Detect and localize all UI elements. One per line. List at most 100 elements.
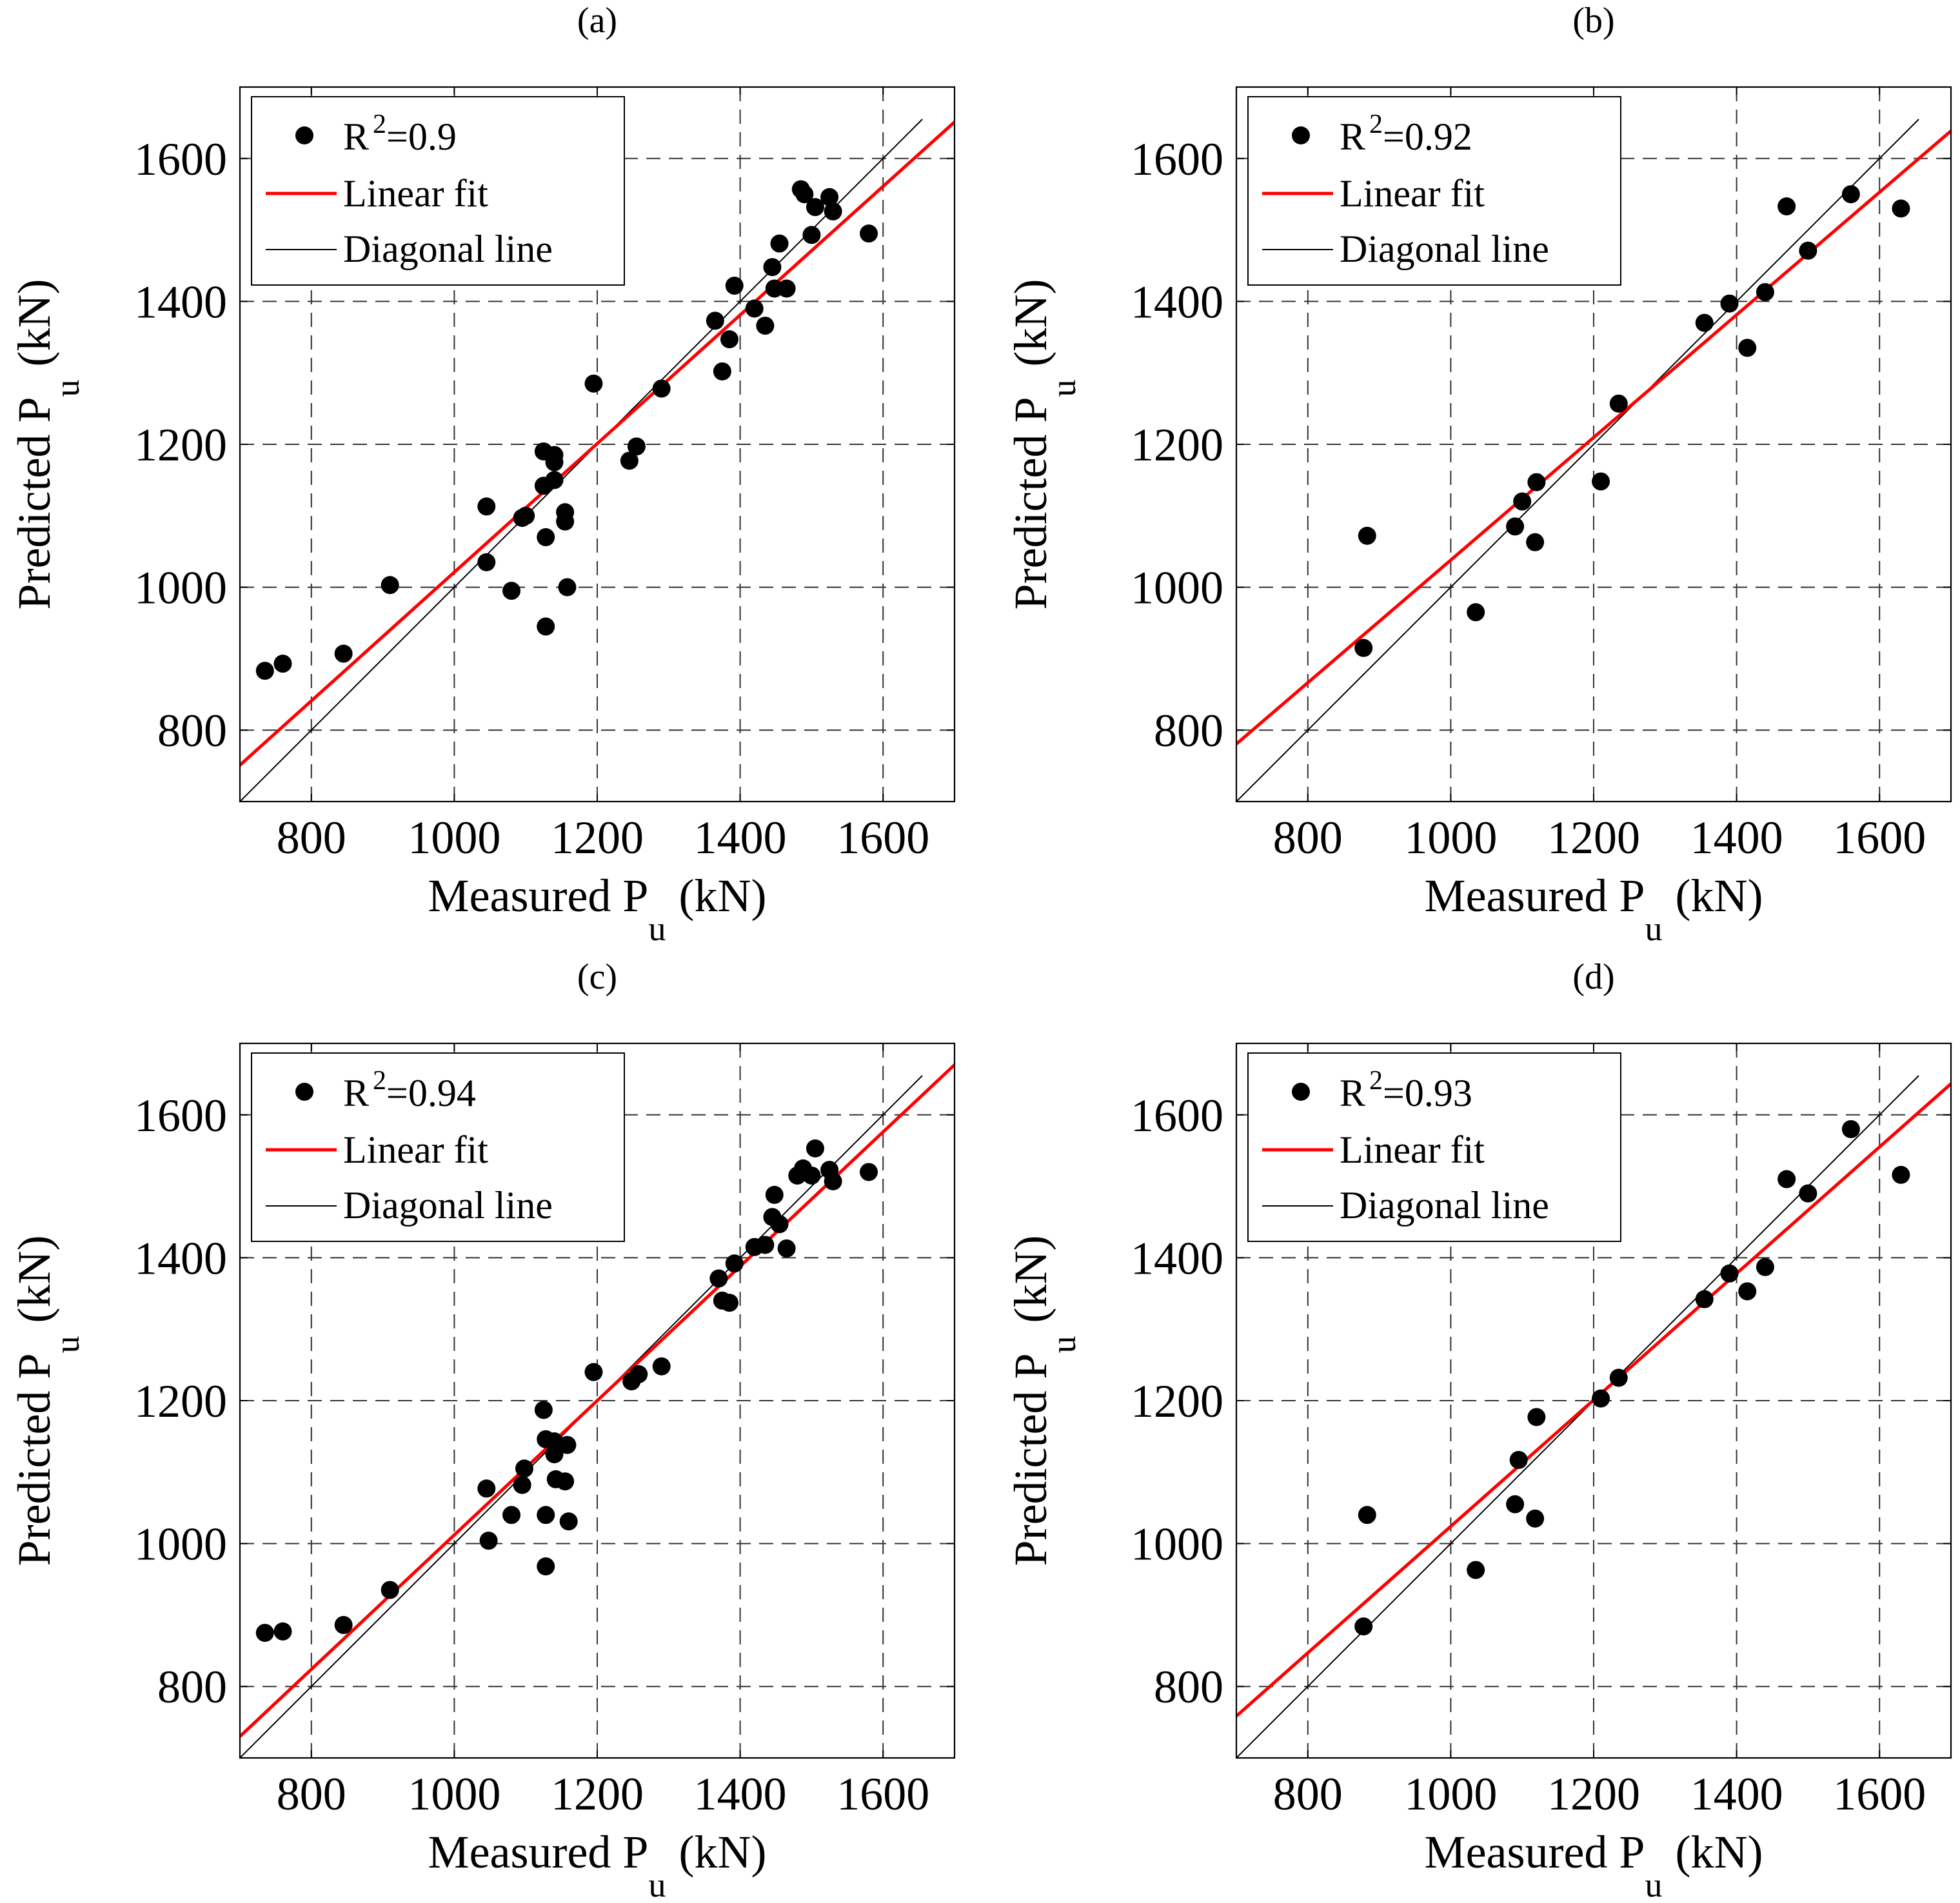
data-point-13 bbox=[537, 617, 555, 636]
y-axis-label-unit: (kN) bbox=[8, 1236, 60, 1323]
legend-fit-label: Linear fit bbox=[1340, 172, 1485, 215]
data-point-7 bbox=[502, 1506, 521, 1524]
panel-a-legend: R 2=0.9 Linear fit Diagonal line bbox=[251, 96, 625, 286]
legend-r2-letter: R bbox=[1340, 115, 1365, 158]
y-tick-label-800: 800 bbox=[157, 705, 227, 756]
x-tick-label-800: 800 bbox=[1273, 812, 1343, 863]
x-axis-label-main: Measured P bbox=[1425, 870, 1645, 922]
data-point-23 bbox=[652, 1357, 671, 1375]
linear-fit-line bbox=[240, 121, 955, 767]
data-point-26 bbox=[720, 1294, 738, 1312]
x-tick-label-1600: 1600 bbox=[836, 812, 929, 863]
x-tick-label-1000: 1000 bbox=[408, 812, 500, 863]
data-point-17 bbox=[1892, 1165, 1910, 1184]
y-tick-label-1000: 1000 bbox=[1131, 1519, 1223, 1570]
data-point-8 bbox=[513, 1475, 531, 1494]
data-point-1 bbox=[1354, 1617, 1373, 1636]
data-point-12 bbox=[537, 1506, 555, 1524]
data-point-27 bbox=[725, 1254, 744, 1273]
y-tick-label-1200: 1200 bbox=[1131, 1375, 1223, 1427]
legend-box bbox=[1247, 96, 1621, 286]
panel-c-title: (c) bbox=[577, 957, 617, 997]
data-point-17 bbox=[556, 1472, 575, 1491]
data-point-6 bbox=[1526, 533, 1545, 551]
legend-box bbox=[1247, 1052, 1621, 1242]
linear-fit-line bbox=[1236, 130, 1951, 745]
data-point-4 bbox=[381, 1581, 399, 1599]
legend-r2-label: R 2=0.94 bbox=[343, 1066, 476, 1114]
y-tick-label-1400: 1400 bbox=[134, 276, 227, 328]
panel-a: (a) 800 1000 1200 1400 1600 800 1000 1200 1400 160… bbox=[8, 1, 956, 948]
data-point-12 bbox=[537, 528, 555, 547]
legend-r2-letter: R bbox=[1340, 1072, 1365, 1114]
legend-marker-points bbox=[1292, 1083, 1310, 1101]
legend-r2-label: R 2=0.9 bbox=[343, 110, 457, 158]
legend-r2-sup: 2 bbox=[1369, 1066, 1383, 1096]
legend-r2-label: R 2=0.93 bbox=[1340, 1066, 1472, 1114]
y-tick-label-800: 800 bbox=[1154, 705, 1223, 756]
data-point-15 bbox=[1799, 241, 1817, 260]
x-tick-label-1600: 1600 bbox=[1833, 812, 1926, 863]
panel-c: (c) 800 1000 1200 1400 1600 800 1000 1200 1400 160… bbox=[8, 957, 956, 1903]
x-axis-label: Measured Pu (kN) bbox=[428, 870, 767, 948]
x-tick-label-1200: 1200 bbox=[1547, 1768, 1640, 1820]
data-point-2 bbox=[1358, 1506, 1376, 1524]
panel-b-legend: R 2=0.92 Linear fit Diagonal line bbox=[1247, 96, 1621, 286]
legend-box bbox=[251, 1052, 625, 1242]
y-axis-label: Predicted Pu (kN) bbox=[8, 1236, 86, 1566]
data-point-25 bbox=[713, 362, 731, 380]
data-point-4 bbox=[381, 576, 399, 595]
data-point-13 bbox=[1756, 1257, 1774, 1276]
data-point-20 bbox=[584, 374, 603, 393]
data-point-21 bbox=[620, 451, 638, 470]
data-point-7 bbox=[1527, 473, 1546, 491]
data-point-40 bbox=[860, 224, 878, 243]
data-point-16 bbox=[545, 471, 564, 489]
legend-r2-sup: 2 bbox=[373, 1066, 386, 1096]
data-point-5 bbox=[477, 1479, 496, 1498]
x-axis-label: Measured Pu (kN) bbox=[1425, 870, 1763, 948]
legend-marker-points bbox=[295, 1083, 313, 1101]
y-axis-label-main: Predicted P bbox=[8, 397, 60, 610]
x-axis-label-unit: (kN) bbox=[1675, 1826, 1763, 1878]
data-point-9 bbox=[517, 506, 535, 525]
y-tick-label-1400: 1400 bbox=[1131, 1232, 1223, 1284]
legend-fit-label: Linear fit bbox=[343, 1129, 488, 1171]
data-point-32 bbox=[770, 1215, 789, 1234]
x-tick-label-1400: 1400 bbox=[1690, 812, 1783, 863]
data-point-24 bbox=[709, 1269, 728, 1288]
y-tick-label-1600: 1600 bbox=[1131, 133, 1223, 185]
x-tick-label-1000: 1000 bbox=[408, 1768, 500, 1820]
x-axis-label-unit: (kN) bbox=[1675, 870, 1763, 922]
data-point-1 bbox=[255, 662, 274, 680]
data-point-6 bbox=[1526, 1509, 1545, 1528]
data-point-11 bbox=[1720, 294, 1739, 313]
data-point-15 bbox=[1799, 1184, 1817, 1203]
data-point-3 bbox=[1467, 1561, 1485, 1579]
data-point-15 bbox=[545, 1445, 564, 1464]
data-point-17 bbox=[1892, 199, 1910, 218]
y-tick-label-1600: 1600 bbox=[134, 1090, 227, 1141]
data-point-16 bbox=[1841, 1119, 1860, 1138]
panel-a-title: (a) bbox=[577, 1, 617, 41]
data-point-20 bbox=[584, 1363, 603, 1381]
panel-b-lines bbox=[1236, 119, 1951, 802]
x-tick-label-1600: 1600 bbox=[836, 1768, 929, 1820]
x-tick-label-800: 800 bbox=[1273, 1768, 1343, 1820]
data-point-3 bbox=[1467, 603, 1485, 622]
data-point-14 bbox=[1777, 1170, 1796, 1188]
legend-diagonal-label: Diagonal line bbox=[343, 1184, 553, 1227]
y-tick-label-1600: 1600 bbox=[134, 133, 227, 185]
data-point-2 bbox=[1358, 526, 1376, 545]
legend-diagonal-label: Diagonal line bbox=[1340, 228, 1549, 270]
x-tick-label-1400: 1400 bbox=[1690, 1768, 1783, 1820]
panel-d-title: (d) bbox=[1572, 957, 1614, 997]
data-point-22 bbox=[629, 1365, 648, 1384]
data-point-33 bbox=[777, 1239, 796, 1257]
data-point-4 bbox=[1506, 517, 1525, 536]
data-point-36 bbox=[802, 226, 821, 244]
legend-r2-value: =0.93 bbox=[1383, 1072, 1472, 1114]
data-point-7 bbox=[502, 582, 521, 600]
x-tick-label-1000: 1000 bbox=[1404, 1768, 1497, 1820]
